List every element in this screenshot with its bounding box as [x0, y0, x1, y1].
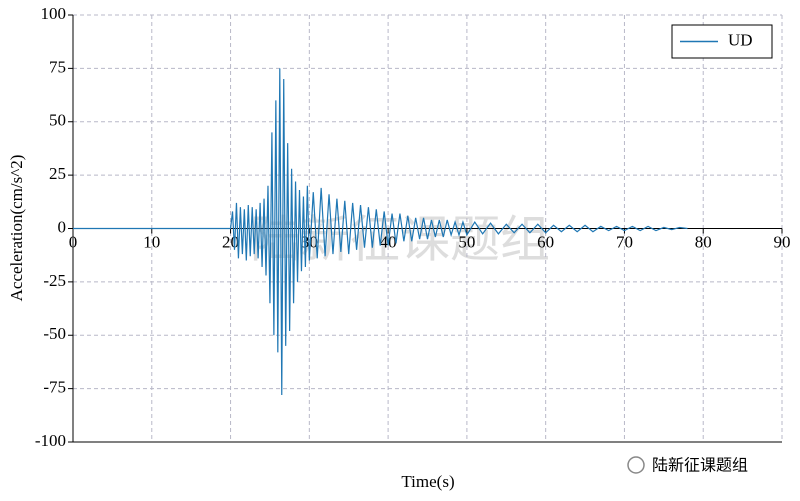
y-tick-label: 25 [49, 164, 66, 183]
footer: 陆新征课题组 [627, 456, 748, 475]
legend-box [671, 24, 773, 59]
y-tick-label: 50 [49, 111, 66, 130]
x-tick-label: 80 [695, 232, 712, 251]
data-line [73, 68, 688, 396]
legend-label: UD [728, 30, 753, 49]
x-tick-label: 50 [458, 232, 475, 251]
y-tick-label: -25 [43, 271, 66, 290]
y-tick-label: -100 [35, 431, 66, 450]
x-tick-label: 20 [222, 232, 239, 251]
y-tick-label: 100 [41, 4, 67, 23]
y-tick-label: -75 [43, 378, 66, 397]
legend: UD [671, 24, 773, 59]
y-tick-label: -50 [43, 324, 66, 343]
y-tick-label: 0 [58, 217, 67, 236]
footer-icon [627, 456, 645, 474]
y-tick-label: 75 [49, 57, 66, 76]
y-axis-label: Acceleration(cm/s^2) [7, 155, 26, 302]
x-axis-label: Time(s) [401, 472, 454, 491]
x-tick-label: 90 [774, 232, 791, 251]
x-tick-label: 70 [616, 232, 633, 251]
x-tick-label: 10 [143, 232, 160, 251]
footer-text: 陆新征课题组 [652, 456, 748, 475]
x-tick-label: 60 [537, 232, 554, 251]
